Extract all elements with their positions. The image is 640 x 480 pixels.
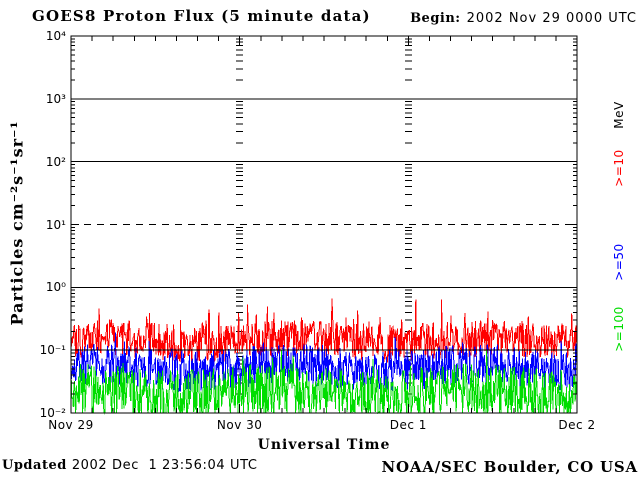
begin-label: Begin: bbox=[410, 11, 461, 26]
y-tick-label: 10³ bbox=[45, 91, 66, 106]
plot-frame bbox=[70, 35, 578, 414]
updated-label: Updated bbox=[2, 458, 67, 473]
legend-entry-label: >=50 bbox=[612, 243, 626, 281]
x-tick-label: Nov 29 bbox=[48, 418, 94, 432]
series-protons_gte_50MeV bbox=[70, 332, 578, 392]
series-protons_gte_10MeV bbox=[70, 298, 578, 363]
y-tick-label: 10⁰ bbox=[45, 280, 66, 295]
legend-entry-label: >=10 bbox=[612, 149, 626, 187]
x-tick-label: Nov 30 bbox=[216, 418, 263, 432]
updated-timestamp: Updated 2002 Dec 1 23:56:04 UTC bbox=[2, 458, 258, 473]
y-tick-label: 10¹ bbox=[45, 217, 66, 232]
x-axis-title: Universal Time bbox=[257, 437, 391, 453]
updated-value: 2002 Dec 1 23:56:04 UTC bbox=[71, 458, 258, 473]
y-tick-label: 10² bbox=[45, 154, 66, 169]
chart-title: GOES8 Proton Flux (5 minute data) bbox=[32, 7, 371, 25]
x-tick-label: Dec 1 bbox=[389, 418, 427, 432]
y-tick-label: 10⁻¹ bbox=[39, 343, 66, 358]
y-tick-label: 10⁻² bbox=[39, 406, 66, 420]
legend-entry-label: >=100 bbox=[612, 306, 626, 352]
legend-units-label: MeV bbox=[612, 101, 626, 129]
y-tick-label: 10⁴ bbox=[45, 29, 66, 43]
credit-text: NOAA/SEC Boulder, CO USA bbox=[381, 458, 638, 476]
x-tick-label: Dec 2 bbox=[558, 418, 596, 432]
begin-timestamp: Begin: 2002 Nov 29 0000 UTC bbox=[410, 11, 637, 26]
begin-value: 2002 Nov 29 0000 UTC bbox=[466, 11, 637, 26]
